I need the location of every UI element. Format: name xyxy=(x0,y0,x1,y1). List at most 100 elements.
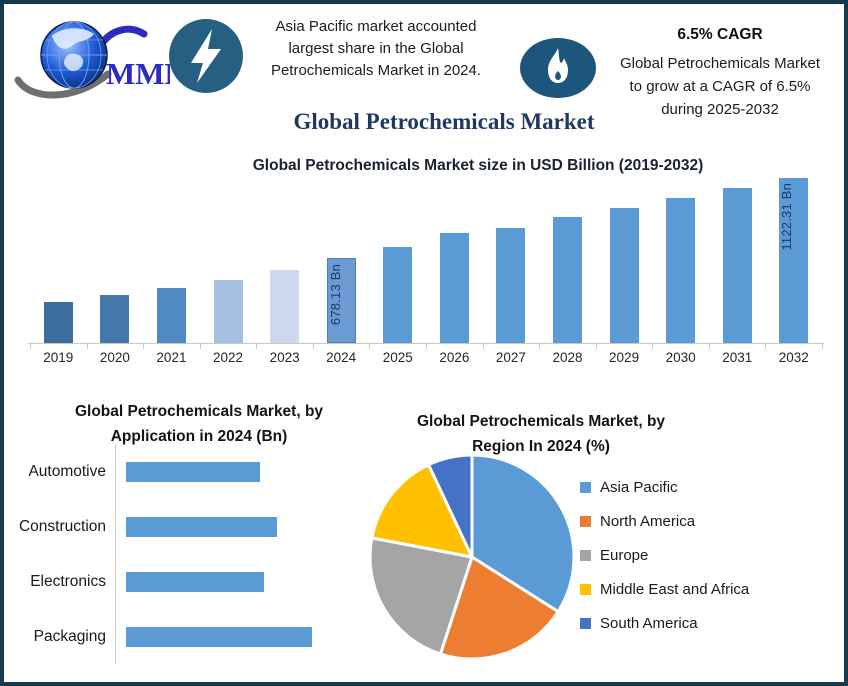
application-axis-line xyxy=(115,445,116,664)
bar-value-label-2024: 678.13 Bn xyxy=(327,264,343,326)
legend-item-north-america: North America xyxy=(580,511,749,532)
page-title: Global Petrochemicals Market xyxy=(293,109,595,134)
application-row-automotive: Automotive xyxy=(8,445,398,500)
legend-item-europe: Europe xyxy=(580,545,749,566)
x-axis-label-2029: 2029 xyxy=(609,350,640,365)
x-axis-tick xyxy=(30,344,31,349)
market-size-bar-chart: 678.13 Bn 1122.31 Bn xyxy=(30,178,822,343)
cagr-line-2: to grow at a CAGR of 6.5% xyxy=(629,78,811,95)
bar-slot-2024: 678.13 Bn xyxy=(313,178,370,343)
bar-slot-2028 xyxy=(539,178,596,343)
x-axis-tick xyxy=(426,344,427,349)
bar-slot-2032: 1122.31 Bn xyxy=(766,178,823,343)
legend-item-middle-east-and-africa: Middle East and Africa xyxy=(580,579,749,600)
x-axis-tick xyxy=(143,344,145,349)
x-axis-tick xyxy=(765,344,767,349)
application-row-packaging: Packaging xyxy=(8,609,398,664)
bar-2025 xyxy=(383,247,413,343)
bar-2031 xyxy=(722,188,752,343)
x-axis-tick xyxy=(595,344,597,349)
bar-slot-2023 xyxy=(256,178,313,343)
bar-2029 xyxy=(609,208,639,343)
x-axis-tick xyxy=(822,344,823,349)
bar-2030 xyxy=(666,198,696,343)
application-label-packaging: Packaging xyxy=(33,627,106,645)
legend-label: Middle East and Africa xyxy=(600,581,750,598)
x-axis-line xyxy=(28,343,824,344)
x-axis-label-2023: 2023 xyxy=(269,350,300,365)
legend-swatch xyxy=(580,482,591,493)
x-axis-label-2022: 2022 xyxy=(213,350,244,365)
bar-2032: 1122.31 Bn xyxy=(779,178,809,343)
callout-line-3: Petrochemicals Market in 2024. xyxy=(270,62,482,79)
cagr-line-1: Global Petrochemicals Market xyxy=(619,55,821,72)
region-title-line-1: Global Petrochemicals Market, by xyxy=(416,413,666,430)
x-axis-ticks xyxy=(30,344,823,349)
region-title-line-2: Region In 2024 (%) xyxy=(472,438,610,455)
flame-icon xyxy=(520,38,596,98)
application-row-electronics: Electronics xyxy=(8,555,398,610)
x-axis-tick xyxy=(369,344,371,349)
x-axis-tick xyxy=(199,344,201,349)
bar-2026 xyxy=(439,232,469,343)
application-row-construction: Construction xyxy=(8,500,398,555)
bar-slot-2026 xyxy=(426,178,483,343)
bar-slot-2025 xyxy=(369,178,426,343)
legend-label: South America xyxy=(600,615,698,632)
x-axis-tick xyxy=(312,344,314,349)
region-pie-chart xyxy=(368,453,576,661)
bar-value-label-2032: 1122.31 Bn xyxy=(779,183,795,251)
application-label-construction: Construction xyxy=(18,518,106,536)
cagr-line-3: during 2025-2032 xyxy=(661,101,779,118)
application-title-line-1: Global Petrochemicals Market, by xyxy=(74,403,324,420)
header-callout: Asia Pacific market accounted largest sh… xyxy=(250,16,502,82)
cagr-block: 6.5% CAGR Global Petrochemicals Market t… xyxy=(598,26,842,121)
bar-slot-2022 xyxy=(200,178,257,343)
pie-slice-north-america xyxy=(438,555,560,661)
x-axis-label-2020: 2020 xyxy=(99,350,130,365)
x-axis-labels: 2019 2020 2021 2022 2023 2024 2025 2026 2027 2028… xyxy=(30,350,822,365)
legend-label: North America xyxy=(600,513,696,530)
mmr-logo: MMR xyxy=(14,21,170,99)
x-axis-label-2019: 2019 xyxy=(43,350,74,365)
pie-slice-middle-east-and-africa xyxy=(370,463,474,559)
x-axis-tick xyxy=(86,344,88,349)
callout-line-1: Asia Pacific market accounted xyxy=(275,18,477,35)
x-axis-tick xyxy=(482,344,484,349)
legend-swatch xyxy=(580,550,591,561)
cagr-title: 6.5% CAGR xyxy=(677,26,763,43)
x-axis-label-2021: 2021 xyxy=(156,350,187,365)
bar-chart-title: Global Petrochemicals Market size in USD… xyxy=(252,157,704,174)
logo-swoosh-gray xyxy=(14,70,112,99)
callout-line-2: largest share in the Global xyxy=(288,40,464,57)
bar-2019 xyxy=(43,302,73,343)
legend-swatch xyxy=(580,516,591,527)
region-chart-title: Global Petrochemicals Market, by Region … xyxy=(400,409,682,459)
legend-item-south-america: South America xyxy=(580,613,749,634)
bar-slot-2029 xyxy=(596,178,653,343)
logo-continent xyxy=(64,53,84,72)
application-bar-construction xyxy=(126,517,277,538)
bar-2020 xyxy=(100,295,130,343)
bar-2028 xyxy=(552,216,582,343)
bar-slot-2031 xyxy=(709,178,766,343)
application-bar-automotive xyxy=(126,462,260,483)
logo-continent xyxy=(52,28,94,49)
application-label-automotive: Automotive xyxy=(28,463,106,481)
lightning-icon xyxy=(169,19,243,93)
x-axis-tick xyxy=(539,344,541,349)
bar-2021 xyxy=(156,288,186,343)
x-axis-tick xyxy=(652,344,654,349)
bar-2027 xyxy=(496,228,526,343)
x-axis-label-2032: 2032 xyxy=(778,350,809,365)
application-label-electronics: Electronics xyxy=(30,572,106,590)
application-bar-chart: Automotive Construction Electronics Packagi… xyxy=(8,445,398,664)
bar-slot-2027 xyxy=(483,178,540,343)
x-axis-label-2024: 2024 xyxy=(326,350,357,365)
bar-slot-2020 xyxy=(87,178,144,343)
application-bar-packaging xyxy=(126,626,312,647)
logo-text: MMR xyxy=(106,56,170,91)
pie-slice-europe xyxy=(368,536,474,656)
x-axis-label-2025: 2025 xyxy=(382,350,413,365)
x-axis-label-2031: 2031 xyxy=(722,350,753,365)
